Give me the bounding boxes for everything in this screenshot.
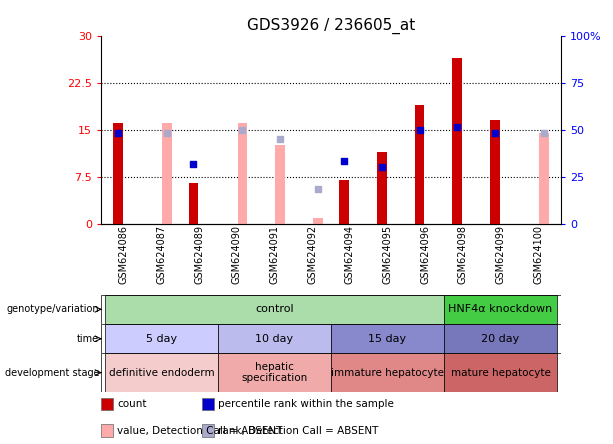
Bar [490,120,500,224]
Bar [189,183,198,224]
Text: count: count [117,399,147,409]
Bar [340,180,349,224]
Bar [101,424,113,437]
Bar [275,146,285,224]
FancyBboxPatch shape [331,353,444,392]
FancyBboxPatch shape [105,294,444,324]
Point [113,129,123,136]
Text: definitive endoderm: definitive endoderm [109,368,215,377]
FancyBboxPatch shape [105,324,218,353]
Text: genotype/variation: genotype/variation [7,304,99,314]
Text: GSM624087: GSM624087 [156,226,167,285]
FancyBboxPatch shape [444,324,557,353]
Bar [113,123,123,224]
Text: time: time [77,334,99,344]
Point [313,186,322,193]
Text: GSM624086: GSM624086 [119,226,129,284]
FancyBboxPatch shape [218,353,331,392]
Text: immature hepatocyte: immature hepatocyte [331,368,444,377]
Point [238,126,248,133]
Point [162,129,172,136]
FancyBboxPatch shape [444,294,557,324]
Text: hepatic
specification: hepatic specification [242,362,308,384]
FancyBboxPatch shape [105,353,218,392]
Text: 10 day: 10 day [256,334,294,344]
Text: GSM624100: GSM624100 [533,226,543,284]
Bar [313,218,322,224]
Point [340,158,349,165]
Text: value, Detection Call = ABSENT: value, Detection Call = ABSENT [117,426,283,436]
Text: HNF4α knockdown: HNF4α knockdown [449,304,553,314]
Text: GSM624098: GSM624098 [458,226,468,284]
Point [452,123,462,130]
Text: 15 day: 15 day [368,334,406,344]
Text: percentile rank within the sample: percentile rank within the sample [218,399,394,409]
Text: GSM624091: GSM624091 [270,226,280,284]
Point [275,135,285,143]
Bar [238,123,247,224]
FancyBboxPatch shape [444,353,557,392]
Text: GSM624090: GSM624090 [232,226,242,284]
Bar [415,105,424,224]
Text: 20 day: 20 day [481,334,520,344]
Text: GSM624094: GSM624094 [345,226,355,284]
Text: development stage: development stage [5,368,99,377]
Bar [202,424,214,437]
Text: GSM624089: GSM624089 [194,226,204,284]
Bar [377,152,387,224]
Bar [202,398,214,410]
Text: mature hepatocyte: mature hepatocyte [451,368,550,377]
Text: rank, Detection Call = ABSENT: rank, Detection Call = ABSENT [218,426,379,436]
Title: GDS3926 / 236605_at: GDS3926 / 236605_at [247,18,415,34]
Point [377,164,387,171]
Text: GSM624096: GSM624096 [421,226,430,284]
Bar [101,398,113,410]
Text: 5 day: 5 day [146,334,177,344]
Point [490,129,500,136]
Bar [452,58,462,224]
Bar [539,133,549,224]
Text: GSM624099: GSM624099 [495,226,506,284]
Point [189,161,199,168]
Text: control: control [255,304,294,314]
Point [539,129,549,136]
Bar [162,123,172,224]
Text: GSM624092: GSM624092 [307,226,317,285]
Point [414,126,424,133]
FancyBboxPatch shape [218,324,331,353]
Text: GSM624095: GSM624095 [383,226,392,285]
FancyBboxPatch shape [331,324,444,353]
